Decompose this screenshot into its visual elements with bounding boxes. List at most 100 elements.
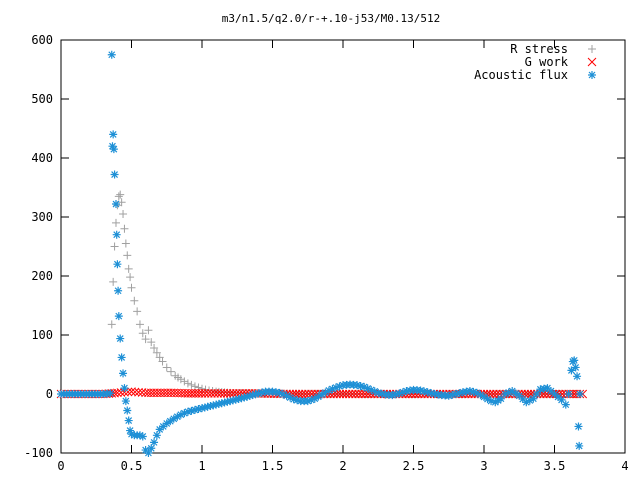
data-point <box>480 392 488 401</box>
data-point <box>338 389 348 399</box>
data-point <box>465 387 474 396</box>
data-point <box>176 410 185 419</box>
data-point <box>130 296 139 305</box>
data-point <box>124 416 133 425</box>
data-point <box>455 389 464 398</box>
data-point <box>561 400 570 409</box>
data-point <box>574 422 583 431</box>
data-point <box>335 389 345 399</box>
data-point <box>293 396 302 405</box>
data-point <box>275 388 284 397</box>
data-point <box>423 388 432 397</box>
data-point <box>357 389 367 399</box>
data-point <box>448 390 457 399</box>
data-point <box>234 394 243 403</box>
data-point <box>282 391 291 400</box>
data-point <box>395 389 404 398</box>
data-point <box>109 277 118 286</box>
data-point <box>324 386 333 395</box>
data-point <box>348 389 357 399</box>
data-point <box>117 353 126 362</box>
x-tick-label: 0.5 <box>121 459 143 473</box>
data-point <box>331 383 340 392</box>
data-point <box>113 388 122 398</box>
legend-marker <box>588 71 596 79</box>
data-point <box>150 343 159 352</box>
data-point <box>123 251 132 260</box>
data-point <box>183 379 192 388</box>
data-point <box>504 388 513 397</box>
y-tick-label: 0 <box>46 387 53 401</box>
data-point <box>525 396 534 405</box>
data-point <box>203 402 212 411</box>
data-point <box>444 391 453 400</box>
data-point <box>257 388 266 397</box>
data-point <box>515 391 524 400</box>
data-point <box>210 389 219 398</box>
data-point <box>130 387 140 397</box>
data-point <box>111 200 120 209</box>
data-point <box>200 403 209 412</box>
x-tick-label: 4 <box>621 459 628 473</box>
data-point <box>314 392 323 401</box>
series-2 <box>57 50 584 457</box>
data-point <box>217 399 226 408</box>
data-point <box>214 399 223 408</box>
data-point <box>487 397 496 406</box>
data-point <box>237 394 246 403</box>
data-point <box>377 389 386 398</box>
x-tick-label: 1 <box>198 459 205 473</box>
data-point <box>127 430 136 439</box>
data-point <box>127 387 136 396</box>
data-point <box>353 381 362 390</box>
y-tick-label: 400 <box>31 151 53 165</box>
data-point <box>169 414 178 423</box>
data-point <box>472 388 481 397</box>
data-point <box>251 390 260 399</box>
data-point <box>223 397 232 406</box>
data-point <box>245 391 254 400</box>
x-tick-label: 1.5 <box>262 459 284 473</box>
x-tick-label: 2.5 <box>403 459 425 473</box>
data-point <box>209 401 218 410</box>
data-point <box>289 395 298 404</box>
data-point <box>198 384 206 393</box>
data-point <box>212 400 221 409</box>
legend-marker <box>587 57 597 67</box>
data-point <box>108 142 117 151</box>
data-point <box>351 389 360 399</box>
data-point <box>564 390 573 398</box>
data-point <box>307 395 316 404</box>
data-point <box>229 396 238 405</box>
data-point <box>123 406 132 415</box>
data-point <box>501 390 510 398</box>
data-point <box>107 50 116 59</box>
data-point <box>110 242 119 251</box>
data-point <box>183 407 192 416</box>
data-point <box>508 387 517 396</box>
data-point <box>451 390 460 398</box>
data-point <box>124 264 133 273</box>
data-point <box>197 389 207 398</box>
data-point <box>190 405 199 414</box>
data-point <box>494 396 503 405</box>
data-point <box>301 389 310 399</box>
data-point <box>133 307 142 316</box>
data-point <box>112 230 121 239</box>
data-point <box>109 145 118 154</box>
data-point <box>134 387 143 397</box>
data-point <box>231 395 240 404</box>
data-point <box>575 441 584 450</box>
data-point <box>341 389 351 399</box>
data-point <box>398 388 407 397</box>
data-point <box>126 426 135 435</box>
data-point <box>321 388 330 397</box>
y-tick-label: 500 <box>31 92 53 106</box>
data-point <box>335 382 344 391</box>
data-point <box>518 395 527 404</box>
data-point <box>138 329 147 338</box>
data-point <box>469 387 478 396</box>
data-point <box>557 395 566 404</box>
data-point <box>114 312 123 321</box>
